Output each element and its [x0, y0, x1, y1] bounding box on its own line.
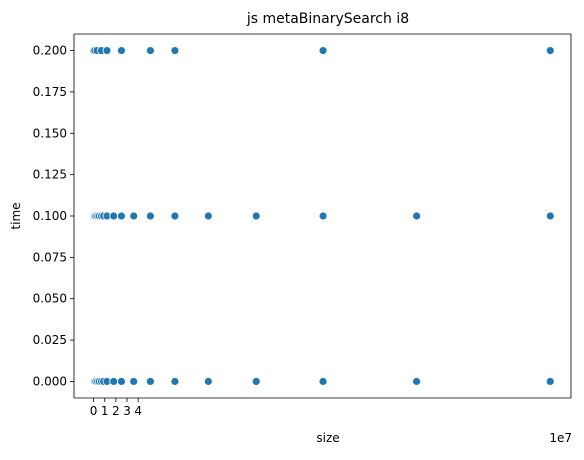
x-tick-label: 2 — [112, 404, 120, 418]
data-point — [203, 211, 213, 221]
y-tick-label: 0.125 — [33, 168, 67, 182]
data-point — [203, 377, 213, 386]
y-tick-label: 0.175 — [33, 85, 67, 99]
data-point — [170, 46, 180, 55]
x-axis-offset-label: 1e7 — [549, 431, 572, 445]
y-tick-label: 0.200 — [33, 44, 67, 58]
y-tick-label: 0.025 — [33, 333, 67, 347]
x-axis-title: size — [316, 431, 339, 445]
plot-area: 0 1 2 3 4 0.000 0.025 0.050 0.075 0.100 0.125 0.150… — [33, 33, 572, 418]
data-point — [146, 211, 155, 221]
chart-title: js metaBinarySearch i8 — [246, 11, 409, 27]
data-point — [109, 211, 119, 221]
y-tick-label: 0.150 — [33, 126, 67, 140]
data-point — [545, 211, 555, 221]
x-tick-label: 4 — [134, 404, 142, 418]
x-tick-label: 3 — [123, 404, 131, 418]
y-tick-label: 0.000 — [33, 374, 67, 388]
data-point — [412, 211, 422, 221]
x-tick-label: 1 — [101, 404, 109, 418]
data-point — [545, 46, 555, 55]
data-point — [146, 377, 155, 386]
data-point — [129, 377, 139, 386]
data-point — [109, 377, 119, 386]
data-point — [146, 46, 155, 55]
y-tick-label: 0.100 — [33, 209, 67, 223]
y-tick-label: 0.075 — [33, 250, 67, 264]
data-point — [129, 211, 139, 221]
data-point — [117, 211, 126, 221]
data-point — [117, 377, 126, 386]
data-point — [170, 211, 180, 221]
data-point — [170, 377, 180, 386]
y-tick-label: 0.050 — [33, 292, 67, 306]
data-point — [318, 377, 328, 386]
data-point — [412, 377, 422, 386]
y-axis-title: time — [9, 202, 23, 229]
data-point — [102, 46, 112, 55]
x-tick-label: 0 — [90, 404, 98, 418]
data-point — [117, 46, 126, 55]
data-point — [251, 377, 261, 386]
data-point — [318, 46, 328, 55]
data-point — [318, 211, 328, 221]
data-point — [545, 377, 555, 386]
data-point — [251, 211, 261, 221]
